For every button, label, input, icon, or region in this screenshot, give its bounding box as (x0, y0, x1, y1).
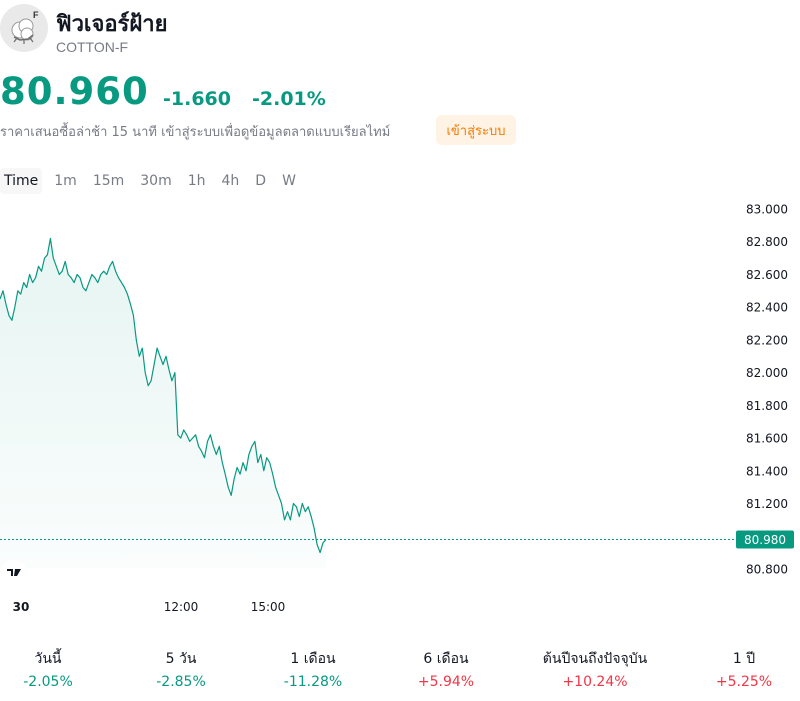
y-tick-label: 82.000 (746, 366, 788, 380)
tab-30m[interactable]: 30m (140, 173, 172, 189)
performance-item[interactable]: วันนี้ -2.05% (0, 648, 113, 690)
cotton-boll-icon: F (0, 4, 48, 52)
last-price-label: 80.980 (744, 533, 786, 547)
x-tick-label: 12:00 (164, 600, 199, 614)
timeframe-tabs: Time 1m 15m 30m 1h 4h D W (0, 168, 304, 194)
x-tick-label: 30 (13, 600, 30, 614)
tab-1m[interactable]: 1m (54, 173, 77, 189)
quote-row: 80.960 -1.660 -2.01% (0, 70, 500, 114)
y-tick-label: 82.200 (746, 333, 788, 347)
x-tick-label: 15:00 (251, 600, 286, 614)
y-tick-label: 81.200 (746, 497, 788, 511)
performance-item[interactable]: 6 เดือน +5.94% (381, 648, 511, 690)
y-tick-label: 82.800 (746, 235, 788, 249)
performance-item[interactable]: 1 เดือน -11.28% (248, 648, 378, 690)
price-change: -1.660 (163, 88, 231, 110)
y-tick-label: 82.600 (746, 268, 788, 282)
instrument-header: F ฟิวเจอร์ฝ้าย COTTON-F (0, 4, 400, 55)
login-button[interactable]: เข้าสู่ระบบ (436, 115, 516, 145)
performance-period-label: วันนี้ (34, 651, 62, 667)
performance-period-label: 1 ปี (732, 651, 756, 667)
price-line (0, 237, 327, 554)
performance-value: +5.25% (715, 674, 773, 690)
delay-notice: ราคาเสนอซื้อล่าช้า 15 นาที เข้าสู่ระบบเพ… (0, 125, 391, 140)
performance-value: +5.94% (417, 674, 475, 690)
performance-summary: วันนี้ -2.05% 5 วัน -2.85% 1 เดือน -11.28% 6 เ… (0, 648, 800, 698)
y-tick-label: 81.800 (746, 399, 788, 413)
y-tick-label: 80.800 (746, 563, 788, 577)
price-change-percent: -2.01% (252, 88, 326, 110)
y-tick-label: 81.400 (746, 464, 788, 478)
performance-value: -2.85% (156, 674, 206, 690)
tradingview-mark (7, 569, 21, 576)
price-area-fill (0, 238, 326, 568)
tab-1h[interactable]: 1h (187, 173, 206, 189)
performance-item[interactable]: 1 ปี +5.25% (679, 648, 800, 690)
tab-d[interactable]: D (255, 173, 267, 189)
y-tick-label: 81.600 (746, 432, 788, 446)
y-tick-label: 83.000 (746, 203, 788, 217)
performance-item[interactable]: ต้นปีจนถึงปัจจุบัน +10.24% (530, 648, 660, 690)
last-price: 80.960 (0, 70, 149, 113)
performance-period-label: 6 เดือน (423, 651, 469, 667)
symbol-code: COTTON-F (56, 39, 129, 55)
y-tick-label: 82.400 (746, 301, 788, 315)
tab-time[interactable]: Time (0, 168, 43, 194)
tradingview-logo-icon (1, 560, 27, 586)
performance-period-label: 5 วัน (165, 651, 197, 667)
svg-text:F: F (33, 10, 39, 20)
performance-period-label: 1 เดือน (290, 651, 336, 667)
performance-value: -11.28% (283, 674, 343, 690)
tab-4h[interactable]: 4h (221, 173, 240, 189)
price-chart[interactable]: 80.980 83.000 82.800 82.600 82.400 82.200 82.0… (0, 195, 800, 625)
last-price-badge (736, 530, 794, 549)
performance-item[interactable]: 5 วัน -2.85% (116, 648, 246, 690)
performance-value: -2.05% (23, 674, 73, 690)
tab-15m[interactable]: 15m (92, 173, 125, 189)
tab-w[interactable]: W (282, 173, 296, 189)
performance-period-label: ต้นปีจนถึงปัจจุบัน (542, 651, 648, 667)
performance-value: +10.24% (562, 674, 628, 690)
page-title: ฟิวเจอร์ฝ้าย (56, 12, 168, 37)
